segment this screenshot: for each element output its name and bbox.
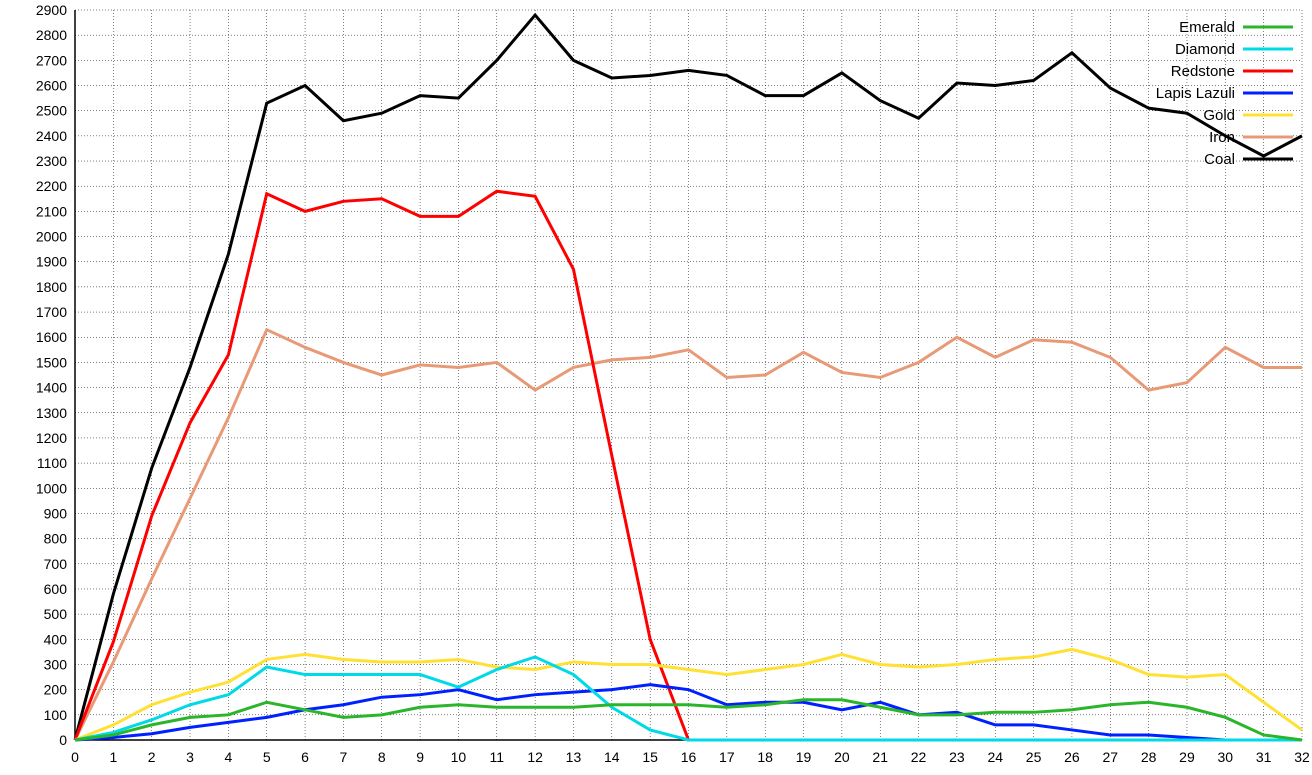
x-tick-label: 6 (301, 749, 309, 765)
y-tick-label: 1300 (36, 405, 67, 421)
legend-label: Lapis Lazuli (1156, 85, 1235, 102)
legend-label: Emerald (1179, 19, 1235, 36)
x-tick-label: 10 (451, 749, 467, 765)
y-tick-label: 2000 (36, 229, 67, 245)
x-tick-label: 13 (566, 749, 582, 765)
y-tick-label: 1400 (36, 380, 67, 396)
y-tick-label: 2500 (36, 103, 67, 119)
y-tick-label: 2800 (36, 27, 67, 43)
x-tick-label: 24 (987, 749, 1003, 765)
x-tick-label: 25 (1026, 749, 1042, 765)
x-tick-label: 31 (1256, 749, 1272, 765)
y-tick-label: 1000 (36, 480, 67, 496)
y-tick-label: 1700 (36, 304, 67, 320)
y-tick-label: 2100 (36, 203, 67, 219)
x-tick-label: 21 (872, 749, 888, 765)
x-tick-label: 7 (340, 749, 348, 765)
x-tick-label: 19 (796, 749, 812, 765)
x-tick-label: 22 (911, 749, 927, 765)
x-tick-label: 1 (109, 749, 117, 765)
x-tick-label: 26 (1064, 749, 1080, 765)
x-tick-label: 4 (224, 749, 232, 765)
y-tick-label: 300 (44, 656, 68, 672)
y-tick-label: 1100 (37, 455, 67, 471)
x-tick-label: 14 (604, 749, 620, 765)
x-tick-label: 28 (1141, 749, 1157, 765)
legend-label: Coal (1204, 151, 1235, 168)
y-tick-label: 600 (44, 581, 68, 597)
x-tick-label: 20 (834, 749, 850, 765)
x-tick-label: 8 (378, 749, 386, 765)
y-tick-label: 200 (44, 682, 68, 698)
y-tick-label: 2900 (36, 2, 67, 18)
x-tick-label: 27 (1102, 749, 1118, 765)
y-tick-label: 1800 (36, 279, 67, 295)
x-tick-label: 9 (416, 749, 424, 765)
y-tick-label: 0 (59, 732, 67, 748)
y-tick-label: 2600 (36, 78, 67, 94)
x-tick-label: 32 (1294, 749, 1310, 765)
y-tick-label: 500 (44, 606, 68, 622)
y-tick-label: 1500 (36, 354, 67, 370)
chart-container: 0123456789101112131415161718192021222324… (0, 0, 1312, 775)
y-tick-label: 700 (44, 556, 68, 572)
x-tick-label: 30 (1218, 749, 1234, 765)
x-tick-label: 18 (757, 749, 773, 765)
y-tick-label: 400 (44, 631, 68, 647)
x-tick-label: 11 (490, 749, 505, 765)
x-tick-label: 2 (148, 749, 156, 765)
x-tick-label: 23 (949, 749, 965, 765)
legend-label: Iron (1209, 129, 1235, 146)
y-tick-label: 2700 (36, 52, 67, 68)
y-tick-label: 2300 (36, 153, 67, 169)
x-tick-label: 0 (71, 749, 79, 765)
x-tick-label: 12 (527, 749, 543, 765)
line-chart: 0123456789101112131415161718192021222324… (0, 0, 1312, 775)
x-tick-label: 5 (263, 749, 271, 765)
y-tick-label: 100 (44, 707, 68, 723)
x-tick-label: 17 (719, 749, 735, 765)
legend-label: Diamond (1175, 41, 1235, 58)
y-tick-label: 1200 (36, 430, 67, 446)
x-tick-label: 3 (186, 749, 194, 765)
x-tick-label: 29 (1179, 749, 1195, 765)
y-tick-label: 2400 (36, 128, 67, 144)
x-tick-label: 15 (642, 749, 658, 765)
x-tick-label: 16 (681, 749, 697, 765)
y-tick-label: 2200 (36, 178, 67, 194)
y-tick-label: 1900 (36, 254, 67, 270)
legend-label: Gold (1203, 107, 1235, 124)
y-tick-label: 900 (44, 505, 68, 521)
legend-label: Redstone (1171, 63, 1235, 80)
y-tick-label: 800 (44, 531, 68, 547)
y-tick-label: 1600 (36, 329, 67, 345)
